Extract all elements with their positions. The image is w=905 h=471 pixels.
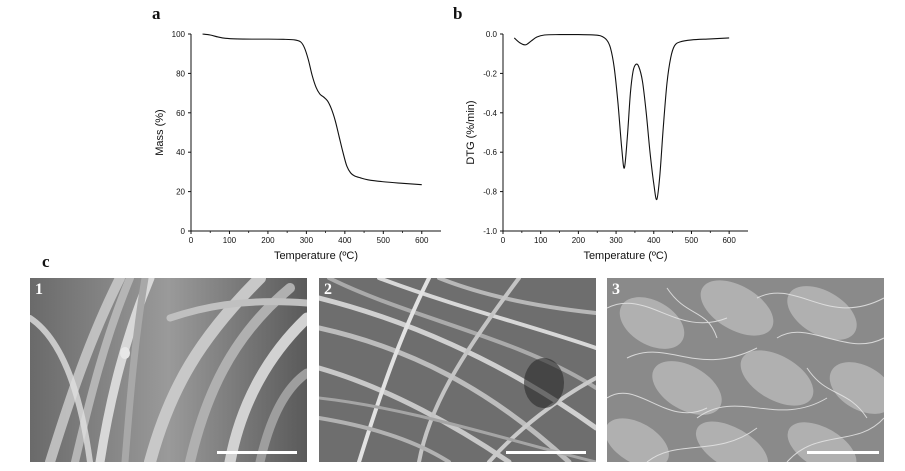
x-tick-label: 600 (722, 236, 736, 245)
sem-number-3: 3 (612, 281, 620, 298)
chart-b-dtg: 0 100 200 300 400 500 600 0.0 -0.2 -0.4 -0.6 -0.8 -1… (465, 30, 748, 262)
data-series-line (202, 33, 422, 186)
y-axis-label: Mass (%) (154, 109, 166, 155)
chart-a-tga: 0 100 200 300 400 500 600 0 20 40 60 80 100 Temperatu… (154, 30, 441, 262)
y-tick-label: 100 (172, 30, 186, 39)
panel-label-c: c (42, 252, 50, 271)
sem-texture-3 (607, 278, 884, 462)
x-tick-label: 0 (501, 236, 506, 245)
y-tick-label: 20 (176, 188, 185, 197)
y-tick-label: -0.2 (483, 69, 497, 78)
panel-label-a: a (152, 4, 161, 23)
x-tick-label: 500 (685, 236, 699, 245)
y-tick-label: -0.4 (483, 109, 497, 118)
x-tick-label: 500 (377, 236, 391, 245)
scale-bar-2 (506, 451, 586, 454)
y-tick-label: 0.0 (486, 30, 498, 39)
data-series-line (513, 33, 730, 201)
x-tick-label: 100 (534, 236, 548, 245)
axis-lines (190, 34, 441, 232)
x-tick-label: 300 (609, 236, 623, 245)
scale-bar-3 (807, 451, 879, 454)
x-axis-label: Temperature (ºC) (583, 250, 667, 262)
y-tick-label: -0.6 (483, 148, 497, 157)
x-tick-label: 100 (223, 236, 237, 245)
x-tick-label: 400 (647, 236, 661, 245)
x-tick-label: 600 (415, 236, 429, 245)
x-tick-label: 200 (572, 236, 586, 245)
sem-texture-2 (319, 278, 596, 462)
y-tick-label: 0 (181, 227, 186, 236)
x-tick-label: 0 (189, 236, 194, 245)
x-axis-label: Temperature (ºC) (274, 250, 358, 262)
x-tick-label: 200 (261, 236, 275, 245)
y-tick-label: 80 (176, 69, 185, 78)
sem-image-1: 1 (30, 278, 307, 462)
scale-bar-1 (217, 451, 297, 454)
y-axis-label: DTG (%/min) (465, 100, 477, 164)
y-tick-label: -0.8 (483, 188, 497, 197)
x-tick-label: 300 (300, 236, 314, 245)
sem-image-2: 2 (319, 278, 596, 462)
sem-texture-1 (30, 278, 307, 462)
sem-number-1: 1 (35, 281, 43, 298)
x-tick-label: 400 (338, 236, 352, 245)
panel-label-b: b (453, 4, 463, 23)
sem-image-3: 3 (607, 278, 884, 462)
y-tick-label: 60 (176, 109, 185, 118)
y-tick-label: -1.0 (483, 227, 497, 236)
y-tick-label: 40 (176, 148, 185, 157)
sem-number-2: 2 (324, 281, 332, 298)
axis-lines (502, 34, 748, 232)
